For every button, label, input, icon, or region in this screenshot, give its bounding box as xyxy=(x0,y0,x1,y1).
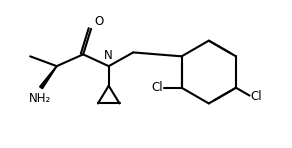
Text: O: O xyxy=(94,15,103,28)
Text: Cl: Cl xyxy=(151,81,163,94)
Text: N: N xyxy=(104,49,113,62)
Polygon shape xyxy=(40,66,57,89)
Text: Cl: Cl xyxy=(251,90,262,103)
Text: NH₂: NH₂ xyxy=(29,92,51,105)
